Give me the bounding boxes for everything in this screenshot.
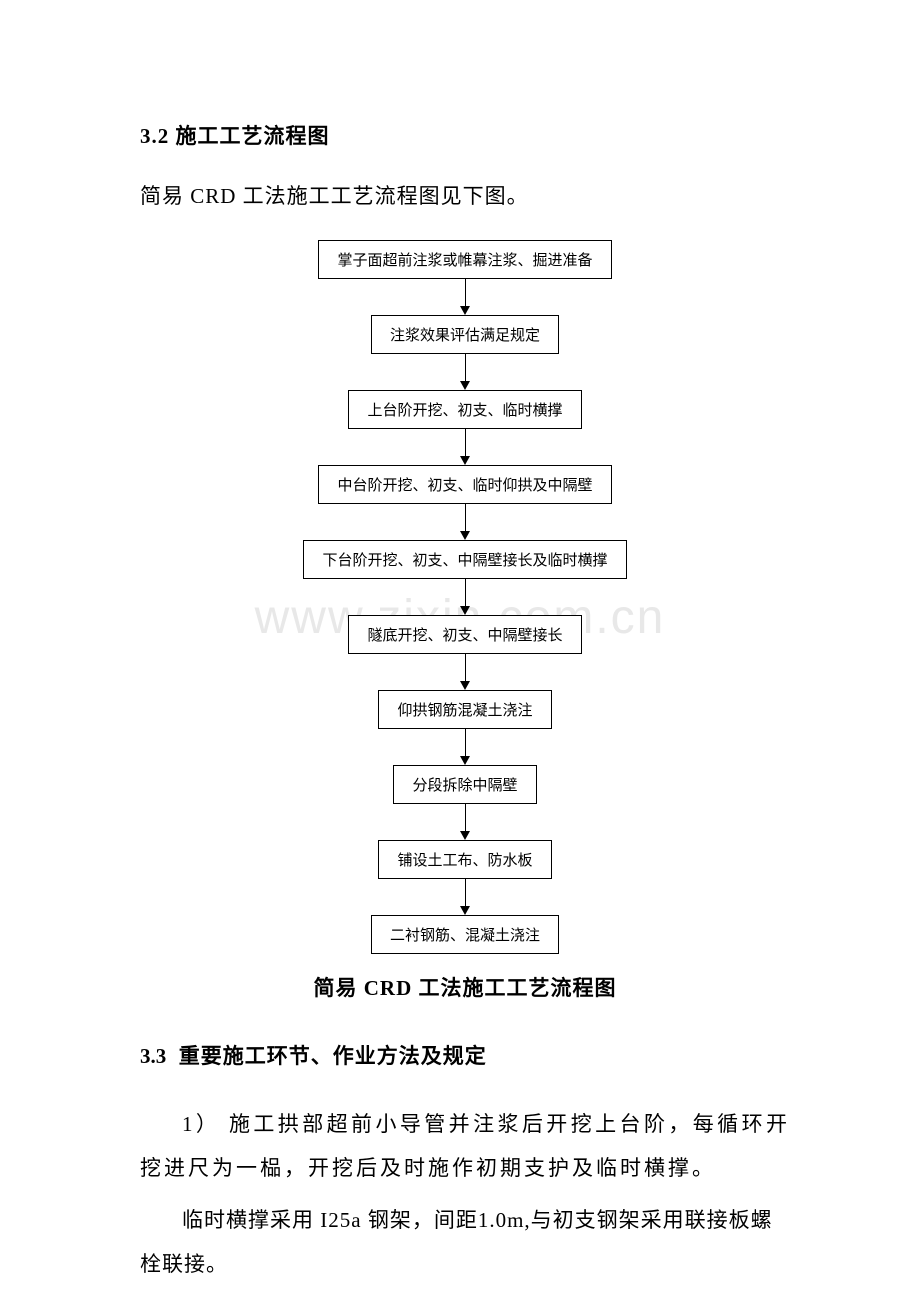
flow-arrow <box>460 879 470 915</box>
section-heading-33: 3.3 重要施工环节、作业方法及规定 <box>140 1040 790 1070</box>
heading-text: 重要施工环节、作业方法及规定 <box>179 1044 487 1068</box>
flowchart: 掌子面超前注浆或帷幕注浆、掘进准备 注浆效果评估满足规定 上台阶开挖、初支、临时… <box>140 240 790 954</box>
flow-node-9: 铺设土工布、防水板 <box>378 840 551 879</box>
flow-node-3: 上台阶开挖、初支、临时横撑 <box>348 390 581 429</box>
flow-arrow <box>460 579 470 615</box>
flowchart-caption: 简易 CRD 工法施工工艺流程图 <box>140 972 790 1002</box>
flow-arrow <box>460 504 470 540</box>
flow-node-2: 注浆效果评估满足规定 <box>371 315 559 354</box>
flow-arrow <box>460 279 470 315</box>
flow-node-1: 掌子面超前注浆或帷幕注浆、掘进准备 <box>318 240 611 279</box>
flow-node-10: 二衬钢筋、混凝土浇注 <box>371 915 559 954</box>
flow-arrow <box>460 654 470 690</box>
heading-number: 3.3 <box>140 1044 166 1068</box>
intro-paragraph: 简易 CRD 工法施工工艺流程图见下图。 <box>140 180 790 210</box>
flow-arrow <box>460 429 470 465</box>
body-paragraph-2: 临时横撑采用 I25a 钢架，间距1.0m,与初支钢架采用联接板螺栓联接。 <box>140 1198 790 1286</box>
flow-node-4: 中台阶开挖、初支、临时仰拱及中隔壁 <box>318 465 611 504</box>
section-heading-32: 3.2 施工工艺流程图 <box>140 120 790 150</box>
flow-arrow <box>460 729 470 765</box>
flow-node-7: 仰拱钢筋混凝土浇注 <box>378 690 551 729</box>
flow-node-8: 分段拆除中隔壁 <box>393 765 536 804</box>
body-paragraph-1: 1） 施工拱部超前小导管并注浆后开挖上台阶，每循环开挖进尺为一榀，开挖后及时施作… <box>140 1102 790 1190</box>
flow-arrow <box>460 354 470 390</box>
flow-arrow <box>460 804 470 840</box>
flow-node-5: 下台阶开挖、初支、中隔壁接长及临时横撑 <box>303 540 626 579</box>
flow-node-6: 隧底开挖、初支、中隔壁接长 <box>348 615 581 654</box>
